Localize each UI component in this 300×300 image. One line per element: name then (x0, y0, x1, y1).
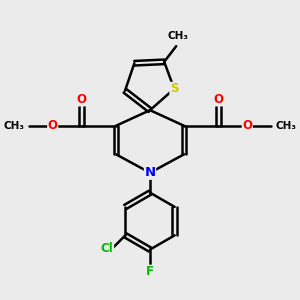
Text: N: N (144, 166, 156, 179)
Text: S: S (170, 82, 178, 95)
Text: O: O (77, 93, 87, 106)
Text: CH₃: CH₃ (275, 121, 296, 131)
Text: CH₃: CH₃ (4, 121, 25, 131)
Text: CH₃: CH₃ (167, 31, 188, 41)
Text: Cl: Cl (101, 242, 113, 255)
Text: O: O (48, 119, 58, 132)
Text: O: O (242, 119, 252, 132)
Text: O: O (213, 93, 223, 106)
Text: F: F (146, 265, 154, 278)
